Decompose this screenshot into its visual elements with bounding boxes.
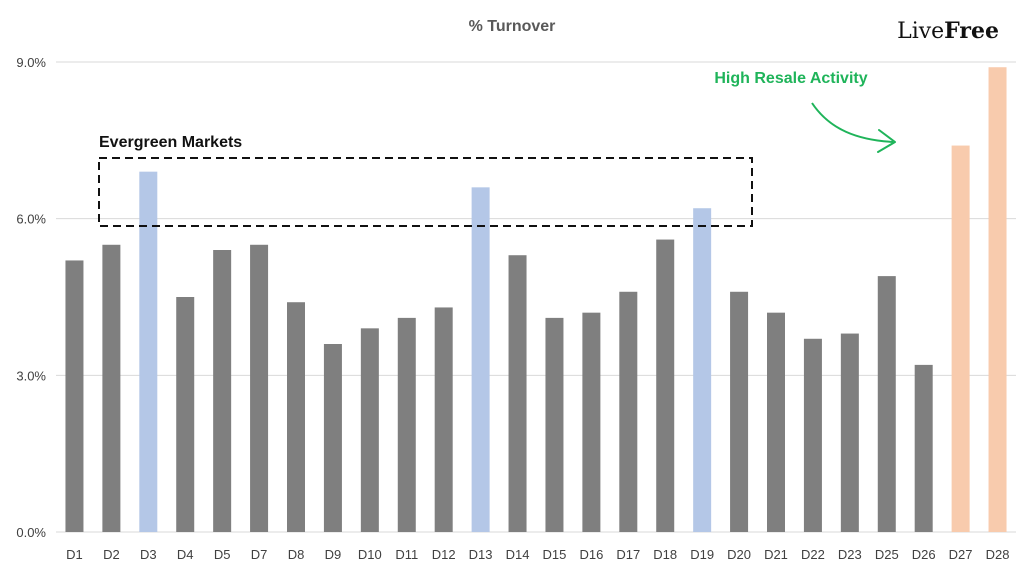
y-tick-label: 0.0% (16, 525, 46, 540)
bar (176, 297, 195, 532)
x-axis-labels: D1 D2 D3 D4 D5 D7 D8 D9 D10 D11 D12 D13 D14 D15 D16 D17… (66, 547, 1009, 562)
x-tick-label: D15 (543, 547, 567, 562)
y-tick-label: 3.0% (16, 368, 46, 383)
chart-title: % Turnover (469, 18, 556, 35)
x-tick-label: D21 (764, 547, 788, 562)
bar (988, 67, 1007, 532)
bar (360, 328, 379, 532)
livefree-logo: LiveFree (897, 18, 999, 44)
bar (508, 255, 527, 532)
x-tick-label: D27 (949, 547, 973, 562)
bar (914, 364, 933, 532)
x-tick-label: D19 (690, 547, 714, 562)
bar (877, 276, 896, 532)
x-tick-label: D12 (432, 547, 456, 562)
bar (951, 145, 970, 533)
resale-annotation: High Resale Activity (714, 70, 896, 153)
gridlines (56, 61, 1016, 533)
bar (471, 187, 490, 533)
bar (287, 302, 305, 532)
resale-arrowhead (877, 129, 896, 153)
bar (545, 317, 564, 532)
evergreen-annotation: Evergreen Markets (98, 134, 753, 227)
x-tick-label: D20 (727, 547, 751, 562)
x-tick-label: D9 (325, 547, 342, 562)
x-tick-label: D1 (66, 547, 83, 562)
bar (434, 307, 453, 532)
x-tick-label: D5 (214, 547, 231, 562)
evergreen-dashed-box (98, 157, 753, 227)
x-tick-label: D26 (912, 547, 936, 562)
x-tick-label: D23 (838, 547, 862, 562)
bar (619, 291, 638, 532)
x-tick-label: D11 (395, 547, 418, 562)
resale-arrow (811, 102, 894, 143)
x-tick-label: D22 (801, 547, 825, 562)
x-tick-label: D10 (358, 547, 382, 562)
x-tick-label: D14 (506, 547, 530, 562)
x-tick-label: D16 (579, 547, 603, 562)
x-tick-label: D17 (616, 547, 640, 562)
bar (582, 312, 601, 532)
x-tick-label: D4 (177, 547, 194, 562)
bar (250, 244, 269, 532)
x-tick-label: D8 (288, 547, 305, 562)
svg-text:LiveFree: LiveFree (897, 18, 999, 44)
bar (730, 291, 749, 532)
x-tick-label: D25 (875, 547, 899, 562)
evergreen-label: Evergreen Markets (99, 134, 242, 151)
x-tick-label: D18 (653, 547, 677, 562)
bars (65, 67, 1007, 533)
bar (803, 338, 822, 532)
bar (767, 312, 785, 532)
bar (693, 208, 712, 532)
bar (397, 317, 416, 532)
bar (840, 333, 859, 532)
x-tick-label: D7 (251, 547, 268, 562)
bar (102, 244, 121, 532)
bar (139, 171, 158, 532)
bar (656, 239, 675, 533)
logo-text-live: Live (897, 19, 944, 44)
resale-label: High Resale Activity (714, 70, 867, 87)
x-tick-label: D13 (469, 547, 493, 562)
y-tick-label: 9.0% (16, 55, 46, 70)
bar (213, 250, 232, 532)
x-tick-label: D2 (103, 547, 120, 562)
x-tick-label: D3 (140, 547, 157, 562)
logo-text-free: Free (944, 18, 999, 44)
bar (323, 344, 342, 532)
x-tick-label: D28 (986, 547, 1010, 562)
bar (65, 260, 84, 532)
y-axis-ticks: 0.0% 3.0% 6.0% 9.0% (16, 55, 46, 540)
y-tick-label: 6.0% (16, 212, 46, 227)
